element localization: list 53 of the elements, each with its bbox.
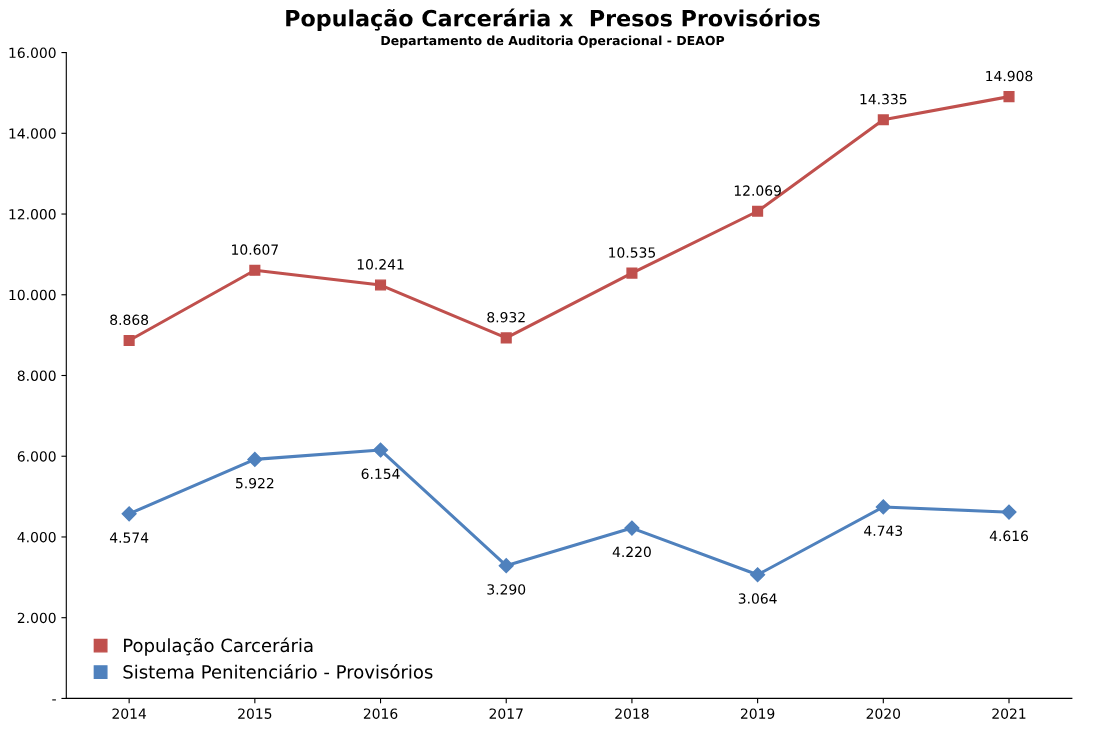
data-label: 8.868 [110, 314, 149, 326]
point [374, 279, 387, 291]
x-tick-label: 2015 [238, 708, 272, 719]
point [877, 114, 889, 126]
data-label: 3.064 [738, 593, 777, 604]
data-label: 5.922 [236, 477, 274, 489]
data-label: 4.574 [109, 532, 149, 543]
data-label: 4.220 [612, 546, 651, 558]
point [750, 567, 766, 583]
data-label: 6.154 [361, 468, 400, 480]
data-label: 14.335 [860, 93, 907, 105]
point [624, 520, 640, 536]
data-label: 12.069 [734, 185, 781, 196]
data-label: 4.616 [989, 530, 1029, 542]
data-label: 8.932 [487, 311, 525, 323]
y-tick-label: 16.000 [9, 47, 56, 59]
y-tick-label: 2.000 [17, 612, 56, 624]
data-label: 10.241 [357, 259, 404, 270]
y-tick-label: 12.000 [9, 209, 56, 220]
chart-subtitle: Departamento de Auditoria Operacional - DEAOP [381, 35, 725, 48]
x-tick-label: 2016 [363, 708, 398, 719]
y-tick-label: 6.000 [17, 451, 56, 462]
point [752, 205, 764, 217]
point [247, 451, 263, 467]
y-tick-label: - [52, 699, 56, 701]
legend-label: População Carcerária [124, 637, 313, 656]
x-tick-label: 2019 [740, 708, 775, 719]
point [626, 267, 638, 279]
point [1001, 504, 1017, 520]
legend-label: Sistema Penitenciário - Provisórios [123, 663, 433, 679]
point [249, 264, 261, 276]
point [500, 332, 512, 344]
y-tick-label: 14.000 [9, 128, 56, 139]
y-tick-label: 10.000 [9, 289, 56, 301]
point [498, 558, 514, 574]
x-tick-label: 2014 [112, 708, 147, 719]
data-label: 4.743 [864, 525, 903, 536]
data-label: 10.535 [609, 247, 656, 258]
point [123, 334, 135, 347]
x-tick-label: 2021 [992, 708, 1026, 719]
x-tick-label: 2017 [489, 708, 523, 719]
point [875, 499, 891, 515]
y-tick-label: 8.000 [17, 370, 56, 381]
data-label: 3.290 [487, 584, 526, 595]
data-label: 10.607 [232, 244, 278, 255]
data-label: 14.908 [986, 70, 1033, 82]
chart-title: População Carcerária x Presos Provisórios [286, 8, 820, 31]
point [121, 506, 137, 522]
point [1003, 91, 1015, 103]
x-tick-label: 2018 [615, 708, 649, 719]
point [372, 442, 389, 458]
y-tick-label: 4.000 [17, 531, 56, 543]
x-tick-label: 2020 [866, 708, 901, 719]
